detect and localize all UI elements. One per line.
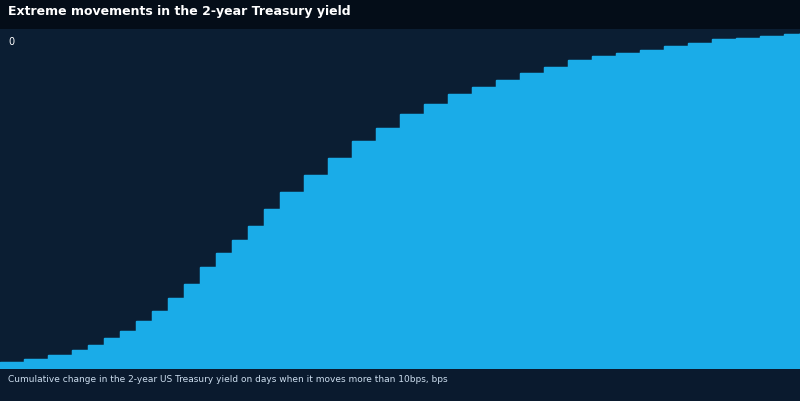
- Polygon shape: [0, 33, 800, 369]
- Text: Cumulative change in the 2-year US Treasury yield on days when it moves more tha: Cumulative change in the 2-year US Treas…: [8, 374, 448, 383]
- Text: Extreme movements in the 2-year Treasury yield: Extreme movements in the 2-year Treasury…: [8, 4, 350, 18]
- Text: 0: 0: [8, 37, 14, 47]
